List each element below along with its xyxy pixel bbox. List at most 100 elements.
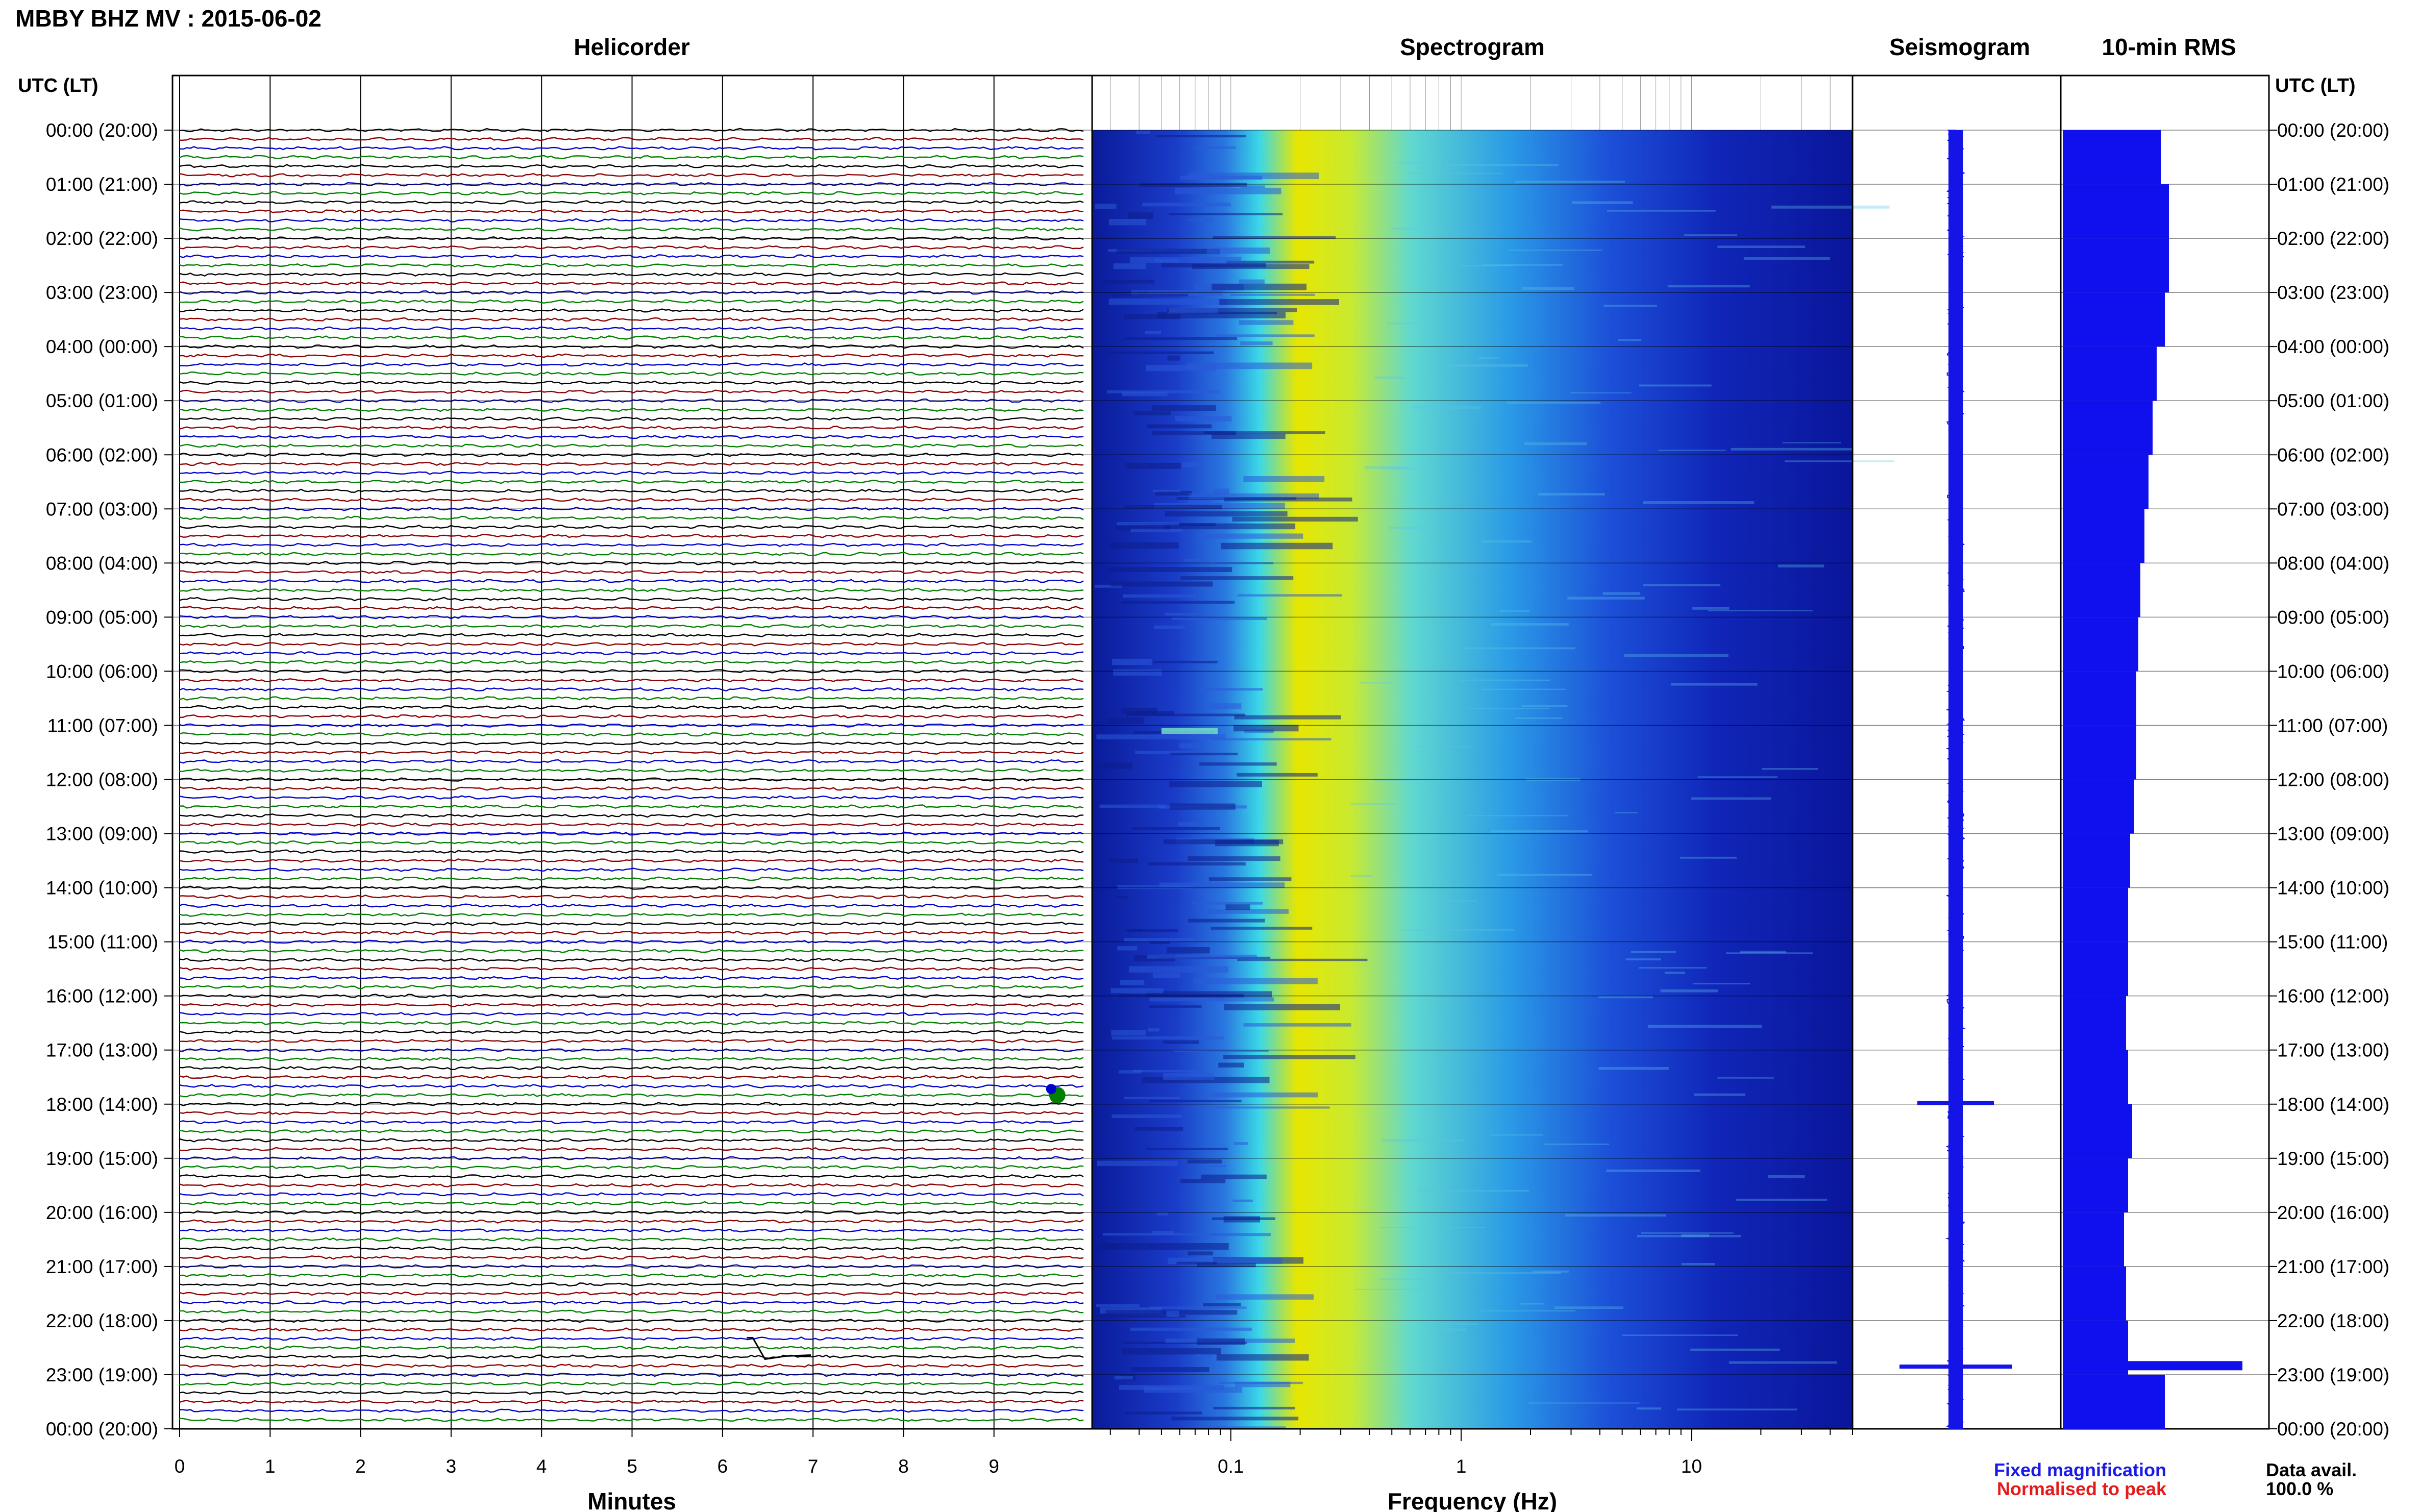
- spectrogram-streak: [1163, 1073, 1215, 1080]
- spectrogram-streak: [1221, 542, 1333, 550]
- spectrogram-streak: [1427, 900, 1477, 902]
- spectrogram-streak: [1156, 1212, 1169, 1216]
- spectrogram-streak: [1240, 341, 1273, 345]
- minute-tick-label: 0: [175, 1456, 185, 1477]
- spectrogram-streak: [1117, 946, 1138, 951]
- helicorder-trace: [179, 236, 1084, 241]
- hour-label-left: 03:00 (23:00): [46, 282, 158, 303]
- helicorder-trace: [179, 876, 1084, 881]
- helicorder-trace: [179, 651, 1084, 656]
- helicorder-trace: [179, 1391, 1084, 1395]
- spectrogram-streak: [1188, 919, 1265, 923]
- rms-bar: [2063, 563, 2140, 617]
- hour-gridlines: [164, 130, 2277, 1429]
- rms-bar: [2063, 887, 2128, 942]
- spectrogram-streak: [1189, 493, 1319, 500]
- spectrogram-streak: [1677, 1408, 1797, 1410]
- seismogram-title: Seismogram: [1889, 34, 2030, 60]
- hour-label-left: 14:00 (10:00): [46, 878, 158, 899]
- spectrogram-streak: [1680, 856, 1737, 859]
- hour-label-right: 17:00 (13:00): [2277, 1040, 2389, 1061]
- spectrogram-streak: [1482, 264, 1563, 266]
- helicorder-trace: [179, 1291, 1084, 1296]
- spectrogram-streak: [1102, 1233, 1218, 1236]
- rms-bar: [2063, 1374, 2165, 1429]
- time-axis-header-right: UTC (LT): [2275, 75, 2356, 96]
- spectrogram-streak: [1234, 715, 1341, 720]
- helicorder-trace: [179, 443, 1084, 448]
- spectrogram-streak: [1102, 280, 1154, 284]
- helicorder-trace: [179, 371, 1084, 376]
- hour-label-left: 20:00 (16:00): [46, 1202, 158, 1223]
- spectrogram-streak: [1149, 1100, 1242, 1103]
- spectrogram-streak: [1195, 146, 1237, 149]
- spectrogram-streak: [1112, 1114, 1181, 1118]
- helicorder-trace: [179, 209, 1084, 214]
- hour-label-left: 09:00 (05:00): [46, 607, 158, 628]
- spectrogram-streak: [1153, 489, 1181, 492]
- helicorder-trace: [179, 137, 1084, 142]
- spectrogram-streak: [1207, 909, 1289, 914]
- spectrogram-streak: [1130, 529, 1183, 532]
- helicorder-trace: [179, 723, 1084, 728]
- rms-bar: [2063, 725, 2136, 780]
- helicorder-trace: [179, 984, 1084, 989]
- spectrogram-streak: [1112, 1036, 1224, 1040]
- spectrogram-streak: [1223, 1216, 1261, 1223]
- spectrogram-streak: [1532, 1270, 1569, 1273]
- helicorder-trace: [179, 353, 1083, 358]
- helicorder-trace: [179, 299, 1084, 304]
- helicorder-trace: [179, 705, 1084, 710]
- helicorder-trace: [179, 434, 1084, 439]
- spectrogram-streak: [1124, 938, 1195, 941]
- helicorder-trace: [179, 1354, 1084, 1359]
- spectrogram-streak: [1128, 966, 1228, 973]
- spectrogram-streak: [1113, 263, 1146, 269]
- hour-label-left: 01:00 (21:00): [46, 174, 158, 195]
- helicorder-trace: [179, 1083, 1084, 1088]
- spectrogram-streak: [1187, 500, 1212, 504]
- hour-label-left: 04:00 (00:00): [46, 336, 158, 357]
- helicorder-trace: [179, 498, 1084, 502]
- spectrogram-streak: [1117, 885, 1193, 889]
- spectrogram-streak: [1232, 516, 1358, 522]
- hour-label-left: 08:00 (04:00): [46, 553, 158, 574]
- spectrogram-streak: [1095, 204, 1117, 209]
- spectrogram-streak: [1567, 597, 1645, 600]
- spectrogram-streak: [1188, 1251, 1213, 1256]
- spectrogram-streak: [1116, 896, 1128, 899]
- helicorder-trace: [179, 1183, 1084, 1188]
- spectrogram-streak: [1116, 522, 1179, 526]
- spectrogram-streak: [1224, 1004, 1341, 1010]
- helicorder-trace: [179, 1363, 1084, 1368]
- spectrogram-streak: [1108, 219, 1147, 226]
- helicorder-trace: [179, 804, 1084, 809]
- helicorder-trace: [179, 218, 1084, 223]
- hour-label-right: 21:00 (17:00): [2277, 1256, 2389, 1277]
- spectrogram-streak: [1490, 1134, 1544, 1136]
- spectrogram-streak: [1211, 927, 1313, 930]
- spectrogram-streak: [1215, 839, 1279, 847]
- spectrogram-streak: [1108, 299, 1227, 305]
- spectrogram-streak: [1124, 505, 1222, 509]
- time-axis-header-left: UTC (LT): [18, 75, 98, 96]
- rms-bar: [2063, 941, 2128, 996]
- minute-tick-label: 3: [446, 1456, 457, 1477]
- spectrogram-streak: [1499, 610, 1530, 612]
- spectrogram-streak: [1188, 856, 1280, 861]
- spectrogram-streak: [1607, 210, 1716, 212]
- spectrogram-streak: [1170, 753, 1238, 756]
- spectrogram-streak: [1153, 660, 1218, 663]
- hour-label-right: 02:00 (22:00): [2277, 228, 2389, 249]
- helicorder-trace: [179, 930, 1084, 935]
- hour-label-right: 13:00 (09:00): [2277, 824, 2389, 845]
- spectrogram-streak: [1112, 658, 1152, 665]
- spectrogram-streak: [1216, 1354, 1309, 1361]
- spectrogram-streak: [1114, 1376, 1133, 1380]
- spectrogram-streak: [1179, 743, 1200, 749]
- helicorder-trace: [179, 308, 1084, 313]
- hour-label-right: 00:00 (20:00): [2277, 1419, 2389, 1440]
- spectrogram-streak: [1169, 803, 1236, 810]
- helicorder-trace: [179, 254, 1084, 259]
- spectrogram-streak: [1232, 1199, 1253, 1202]
